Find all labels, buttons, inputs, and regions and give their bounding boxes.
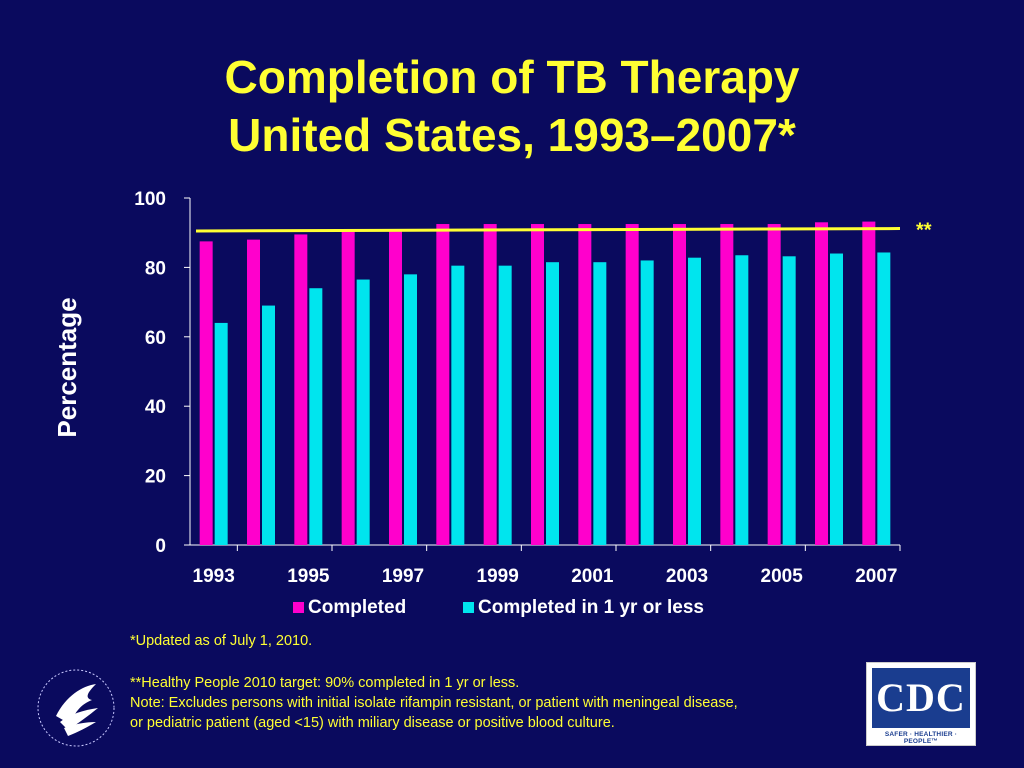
bar-completed-1yr-2007 [877,252,891,545]
bar-completed-2003 [673,224,686,545]
bar-completed-1yr-2004 [735,255,749,545]
legend-swatch-completed [293,602,304,613]
bar-completed-2006 [815,222,828,546]
title-line-2: United States, 1993–2007* [228,109,796,161]
bar-completed-1996 [341,230,355,545]
cdc-logo-panel: CDC [872,668,970,728]
x-tick-label: 1995 [287,566,330,587]
bar-completed-1993 [199,241,213,545]
bar-completed-2001 [578,224,592,545]
target-label: ** [916,220,932,242]
bar-completed-2005 [767,224,781,545]
hhs-eagle-seal-icon [37,669,115,747]
bar-completed-1yr-1998 [451,265,465,545]
bar-completed-1995 [294,234,308,545]
bar-completed-2004 [720,224,734,545]
bar-completed-1yr-1993 [214,322,228,545]
bar-completed-1yr-1999 [498,265,512,545]
x-tick-label: 2007 [855,566,897,587]
y-tick-label: 20 [145,467,166,488]
x-tick-label: 1997 [382,566,424,587]
bar-completed-1998 [436,224,450,545]
bar-completed-2002 [625,224,639,545]
footnote-target-text: **Healthy People 2010 target: 90% comple… [130,675,520,691]
y-tick-label: 60 [145,328,166,349]
bar-completed-1yr-1997 [404,274,417,545]
legend-label-completed-1yr: Completed in 1 yr or less [478,597,704,618]
bar-completed-1yr-2003 [688,257,701,545]
target-line [195,227,901,233]
y-tick-label: 100 [134,189,166,210]
bar-completed-1yr-2002 [640,260,654,545]
chart-title: Completion of TB Therapy United States, … [0,48,1024,164]
bar-completed-1yr-1994 [262,305,275,545]
bar-completed-1yr-2000 [546,262,559,545]
footnote-note-line2: or pediatric patient (aged <15) with mil… [130,715,615,731]
footnote-updated: *Updated as of July 1, 2010. [130,631,312,651]
x-tick-label: 2001 [571,566,614,587]
cdc-logo-tagline: SAFER · HEALTHIER · PEOPLE™ [884,731,958,745]
footnote-updated-text: *Updated as of July 1, 2010. [130,633,313,649]
footnote-notes: **Healthy People 2010 target: 90% comple… [130,673,738,733]
x-tick-label: 2003 [666,566,708,587]
cdc-logo-text: CDC [876,675,966,720]
legend-swatch-completed-1yr [463,602,474,613]
title-line-1: Completion of TB Therapy [224,51,800,103]
bar-completed-2000 [531,224,544,545]
y-tick-label: 80 [145,258,166,279]
bar-completed-1997 [389,229,402,546]
bar-completed-1yr-1996 [356,279,370,545]
bar-chart: Percentage 0 20 40 60 80 100 1993 1995 1997 1999 20… [52,189,932,618]
y-tick-label: 40 [145,397,166,418]
bar-completed-1994 [247,239,260,545]
cdc-logo: CDC SAFER · HEALTHIER · PEOPLE™ [866,662,976,746]
y-tick-label: 0 [155,536,166,557]
bar-completed-2007 [862,221,876,545]
x-tick-label: 1999 [477,566,519,587]
bar-completed-1yr-1995 [309,288,323,545]
bar-completed-1yr-2006 [830,253,843,545]
legend-label-completed: Completed [308,597,406,618]
bar-completed-1yr-2001 [593,262,607,545]
x-tick-label: 1993 [193,566,235,587]
bar-completed-1999 [483,224,497,545]
y-axis-label: Percentage [52,297,82,437]
bar-completed-1yr-2005 [782,256,796,545]
footnote-note-line1: Note: Excludes persons with initial isol… [130,695,738,711]
x-tick-label: 2005 [761,566,804,587]
